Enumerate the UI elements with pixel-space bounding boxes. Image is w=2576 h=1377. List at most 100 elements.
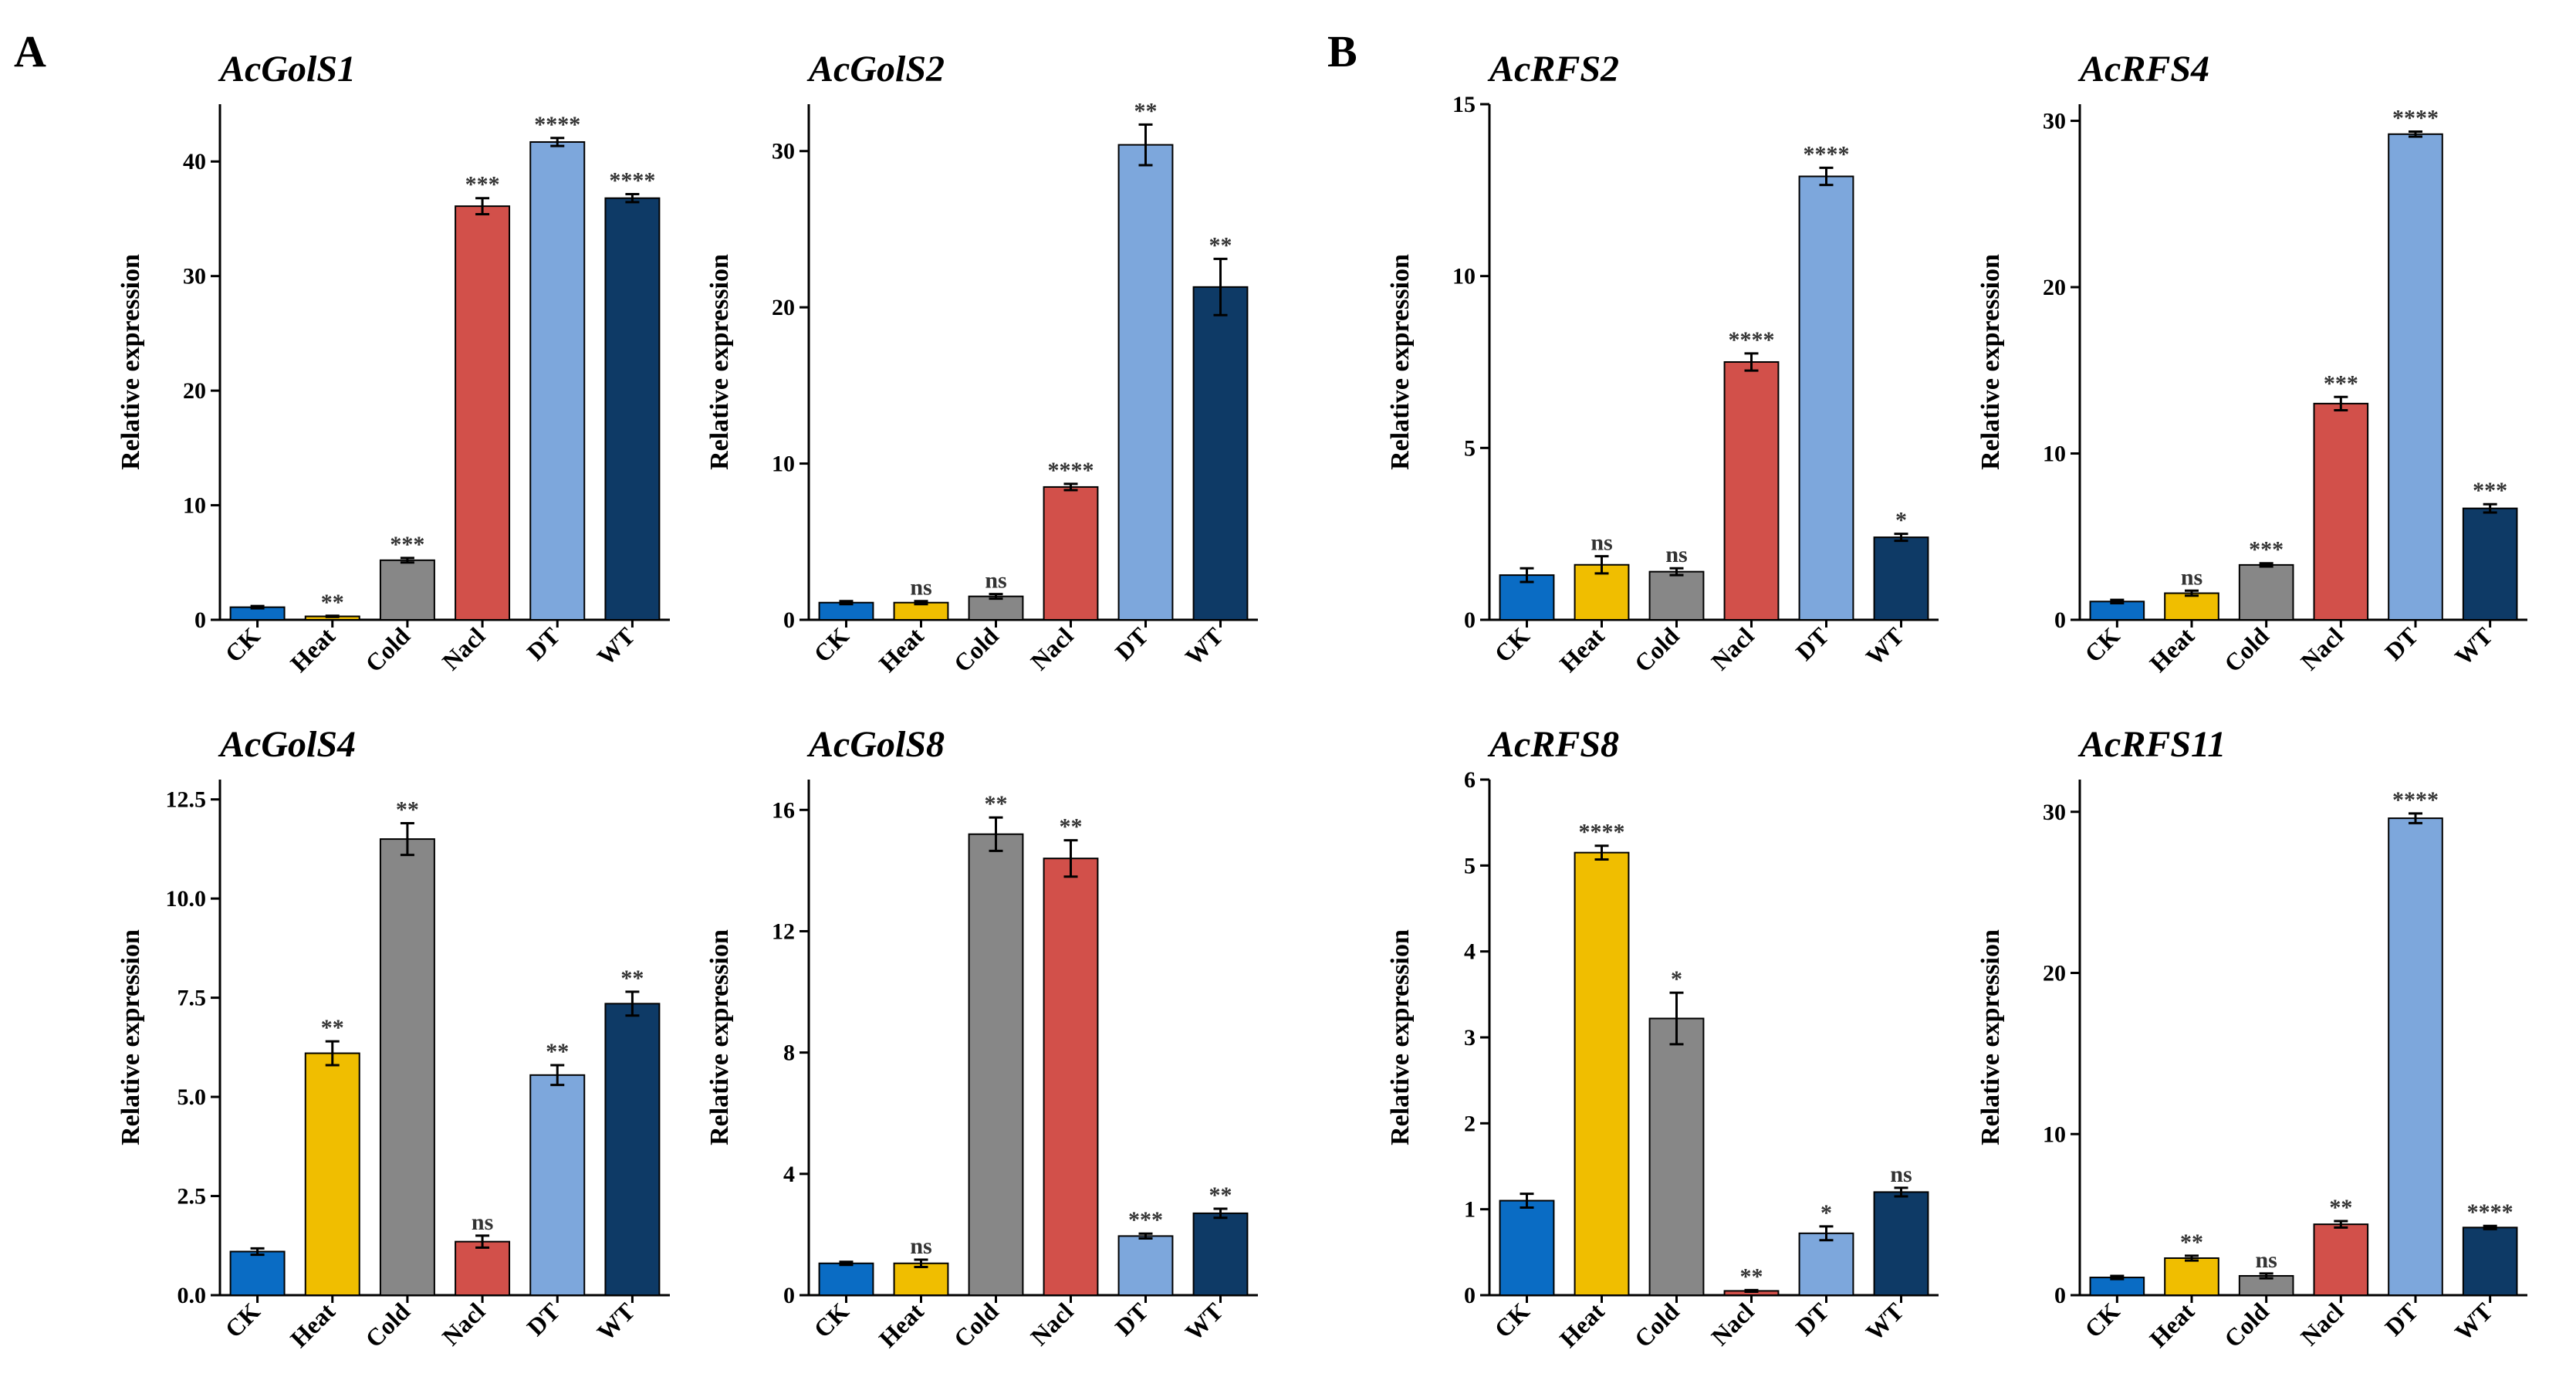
chart-acgols2: AcGolS2 Relative expression 0 10 20 30 CK ns Hea… (705, 49, 1258, 678)
x-tick-label: Heat (1554, 1297, 1610, 1352)
bar-nacl (455, 1240, 511, 1296)
bar-ck (229, 1250, 286, 1297)
x-tick-label: Cold (2219, 622, 2274, 678)
y-axis-label: Relative expression (1386, 254, 1415, 470)
y-tick-label: 0 (783, 1283, 795, 1308)
x-tick-label: Heat (1554, 621, 1610, 677)
y-tick-label: 0 (2054, 1283, 2066, 1308)
significance-label: ** (1209, 232, 1232, 258)
x-tick-label: DT (522, 622, 566, 666)
x-tick-label: Heat (2144, 1297, 2199, 1352)
y-tick-label: 1 (1464, 1197, 1476, 1223)
significance-label: ** (2180, 1230, 2203, 1255)
y-tick-label: 0 (2054, 607, 2066, 633)
x-tick-label: Nacl (2295, 1297, 2349, 1352)
x-tick-label: Cold (360, 622, 415, 678)
bar-dt (529, 140, 586, 621)
significance-label: ** (321, 1015, 344, 1040)
significance-label: ** (985, 791, 1008, 817)
chart-title: AcRFS2 (1487, 49, 1619, 90)
significance-label: **** (1579, 820, 1625, 845)
bar-wt (604, 1003, 661, 1297)
bar-nacl (2313, 1223, 2369, 1297)
bar-wt (1192, 1212, 1249, 1296)
x-tick-label: CK (219, 1297, 265, 1343)
bar-dt (529, 1074, 586, 1297)
bar-dt (2388, 133, 2443, 621)
chart-title: AcGolS4 (218, 724, 356, 765)
significance-label: ns (2181, 564, 2202, 590)
bar-heat (304, 1052, 360, 1296)
significance-label: **** (2467, 1199, 2513, 1225)
y-tick-label: 4 (783, 1162, 795, 1187)
bar-dt (1117, 144, 1174, 621)
bar-nacl (1043, 486, 1099, 621)
y-tick-label: 0 (194, 607, 206, 633)
significance-label: *** (2249, 537, 2284, 563)
x-tick-label: Cold (360, 1297, 415, 1353)
bar-cold (379, 559, 435, 621)
y-tick-label: 8 (783, 1040, 795, 1066)
x-tick-label: DT (2379, 1297, 2423, 1341)
bar-wt (1192, 286, 1249, 621)
bar-cold (968, 595, 1024, 621)
chart-acgols4: AcGolS4 Relative expression 0.0 2.5 5.0 7.5 10… (117, 724, 670, 1353)
chart-title: AcRFS4 (2077, 49, 2209, 90)
significance-label: ** (321, 590, 344, 615)
y-tick-label: 40 (183, 149, 206, 174)
bar-ck (1499, 1199, 1555, 1296)
y-axis-label: Relative expression (1976, 929, 2005, 1145)
x-tick-label: WT (1179, 622, 1228, 671)
y-tick-label: 6 (1464, 767, 1476, 793)
significance-label: *** (1128, 1207, 1163, 1233)
y-tick-label: 10 (772, 452, 795, 477)
y-axis-label: Relative expression (117, 254, 145, 470)
x-tick-label: DT (1110, 622, 1154, 666)
significance-label: ns (2255, 1247, 2277, 1273)
significance-label: ns (985, 568, 1006, 594)
y-tick-label: 15 (1452, 92, 1476, 117)
x-tick-label: Cold (948, 1297, 1004, 1353)
significance-label: **** (1729, 327, 1775, 353)
bar-dt (1798, 1232, 1854, 1296)
chart-title: AcRFS8 (1487, 724, 1619, 765)
significance-label: ns (1591, 530, 1612, 556)
significance-label: ns (910, 1233, 931, 1259)
significance-label: **** (2392, 787, 2439, 813)
x-tick-label: WT (591, 622, 640, 671)
bar-wt (2462, 1226, 2518, 1296)
x-tick-label: DT (522, 1297, 566, 1341)
x-tick-label: WT (2449, 1297, 2498, 1346)
y-tick-label: 0 (1464, 1283, 1476, 1308)
y-tick-label: 5.0 (177, 1084, 207, 1110)
significance-label: **** (2392, 106, 2439, 131)
x-tick-label: DT (1790, 1297, 1834, 1341)
bar-cold (2238, 563, 2294, 621)
significance-label: ** (2329, 1195, 2352, 1220)
significance-label: * (1671, 966, 1682, 992)
significance-label: ** (1060, 814, 1083, 840)
panel-label-b: B (1327, 26, 1357, 76)
chart-title: AcRFS11 (2077, 724, 2226, 765)
x-tick-label: WT (1860, 1297, 1908, 1346)
chart-acrfs11: AcRFS11 Relative expression 0 10 20 30 CK ** Hea… (1976, 724, 2527, 1353)
y-axis-label: Relative expression (117, 929, 145, 1145)
chart-acgols8: AcGolS8 Relative expression 0 4 8 12 16 CK ns Hea… (705, 724, 1258, 1353)
significance-label: *** (2324, 370, 2358, 396)
bar-dt (1798, 175, 1854, 621)
bar-dt (1117, 1235, 1174, 1296)
bar-cold (379, 838, 435, 1296)
x-tick-label: Nacl (1706, 1297, 1760, 1352)
significance-label: *** (2473, 478, 2507, 503)
bar-heat (2164, 592, 2219, 621)
y-tick-label: 30 (2043, 800, 2066, 825)
x-tick-label: Heat (285, 621, 340, 677)
panel-label-a: A (14, 26, 46, 76)
significance-label: ns (472, 1210, 493, 1235)
x-tick-label: CK (1489, 622, 1534, 668)
x-tick-label: Nacl (437, 1297, 491, 1352)
significance-label: ** (1209, 1182, 1232, 1208)
